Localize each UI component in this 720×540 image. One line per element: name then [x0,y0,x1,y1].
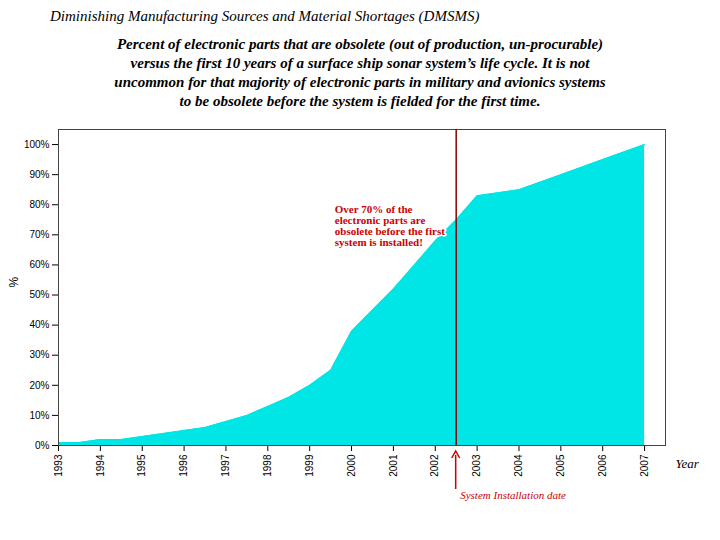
svg-text:2002: 2002 [429,454,440,477]
svg-text:60%: 60% [29,259,49,270]
svg-text:20%: 20% [29,380,49,391]
svg-text:50%: 50% [29,289,49,300]
svg-text:Year: Year [676,456,700,471]
svg-text:2001: 2001 [388,454,399,477]
svg-text:70%: 70% [29,229,49,240]
svg-text:100%: 100% [24,139,50,150]
html-text:to be obsolete before the syst: to be obsolete before the system is fiel… [179,93,541,109]
svg-text:System Installation date: System Installation date [460,489,566,501]
svg-text:%: % [7,277,21,288]
svg-text:40%: 40% [29,319,49,330]
html-text:Diminishing Manufacturing Sour: Diminishing Manufacturing Sources and Ma… [50,8,480,24]
html-text:uncommon for that majority of: uncommon for that majority of electronic… [114,74,606,90]
svg-text:1998: 1998 [262,454,273,477]
svg-text:1997: 1997 [220,454,231,477]
svg-text:1999: 1999 [304,454,315,477]
html-text:versus the first 10 years of a: versus the first 10 years of a surface s… [130,55,590,71]
svg-text:2007: 2007 [639,454,650,477]
svg-text:2000: 2000 [346,454,357,477]
svg-text:2005: 2005 [555,454,566,477]
svg-text:1995: 1995 [136,454,147,477]
svg-text:1996: 1996 [178,454,189,477]
svg-text:2004: 2004 [513,454,524,477]
svg-text:2003: 2003 [471,454,482,477]
svg-text:30%: 30% [29,349,49,360]
svg-text:1993: 1993 [53,454,64,477]
svg-text:2006: 2006 [597,454,608,477]
svg-text:0%: 0% [35,440,50,451]
svg-text:80%: 80% [29,199,49,210]
svg-text:Over 70% of theelectronic part: Over 70% of theelectronic parts areobsol… [335,203,445,248]
html-text:Percent of electronic parts th: Percent of electronic parts that are obs… [116,36,604,52]
svg-text:1994: 1994 [95,454,106,477]
svg-text:90%: 90% [29,169,49,180]
svg-text:10%: 10% [29,410,49,421]
